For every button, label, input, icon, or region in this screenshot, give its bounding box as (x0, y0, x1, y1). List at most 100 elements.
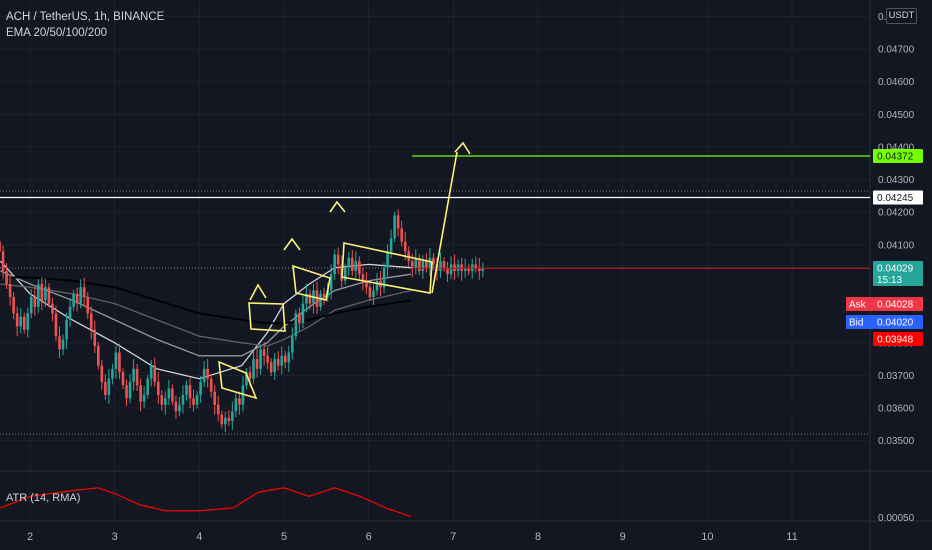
annotation-flag-box (292, 264, 331, 301)
candle-body (347, 257, 351, 268)
candle-body (421, 261, 425, 271)
candle-body (37, 283, 40, 307)
candle-body (206, 368, 209, 379)
indicator-title[interactable]: EMA 20/50/100/200 (6, 27, 108, 39)
candle-body (262, 349, 266, 356)
candle-body (40, 283, 44, 301)
candle-body (467, 267, 471, 271)
candle-body (354, 261, 358, 271)
candle-body (252, 359, 255, 379)
time-tick-label: 3 (112, 531, 118, 543)
candle-body (54, 313, 58, 337)
price-tick-label: 0.04300 (878, 175, 915, 186)
ask-prefix-bg (846, 297, 873, 311)
candle-body (118, 352, 121, 373)
candle-body (29, 297, 33, 314)
price-tick-label: 0.03700 (878, 371, 915, 382)
candle-body (79, 287, 82, 304)
candle-body (89, 313, 93, 330)
symbol-title[interactable]: ACH / TetherUS, 1h, BINANCE (6, 11, 165, 23)
projection-arrow-head (454, 141, 471, 155)
candle-body (93, 329, 97, 347)
last-price-tag-text: 0.04029 (877, 263, 914, 274)
candle-body (414, 257, 418, 268)
target-price-tag-bg (873, 149, 923, 164)
bid-price-tag-bg (873, 315, 923, 329)
candle-body (273, 359, 276, 373)
bid-prefix-bg (846, 315, 873, 329)
candle-body (403, 241, 407, 252)
candle-body (61, 339, 65, 350)
candle-body (65, 319, 68, 340)
candle-body (474, 264, 478, 268)
candle-body (209, 378, 213, 392)
candle-body (283, 355, 287, 363)
candle-body (5, 270, 8, 284)
candle-body (477, 267, 481, 271)
candle-body (178, 404, 181, 412)
candle-body (19, 316, 22, 327)
candle-body (231, 411, 234, 422)
candle-body (213, 391, 217, 405)
bid-prefix-text: Bid (849, 318, 863, 329)
candle-body (319, 293, 322, 307)
candle-body (199, 381, 202, 395)
candle-body (322, 293, 326, 298)
candle-body (269, 362, 273, 373)
candle-body (470, 264, 474, 271)
candle-body (333, 254, 336, 275)
annotation-flag-box (218, 360, 258, 400)
candle-body (185, 385, 188, 395)
candle-body (442, 261, 446, 268)
candle-body (82, 287, 86, 298)
candle-body (125, 385, 128, 399)
candle-body (68, 306, 72, 320)
candle-body (294, 313, 298, 337)
countdown-tag-text: 15:13 (877, 275, 902, 286)
candle-body (245, 372, 248, 386)
candle-body (167, 388, 171, 399)
candle-body (372, 290, 375, 298)
time-tick-label: 6 (366, 531, 372, 543)
candle-body (463, 267, 467, 271)
candle-body (26, 313, 30, 330)
low-price-tag-bg (873, 332, 923, 346)
annotation-flag-box (248, 302, 286, 332)
candle-body (111, 368, 114, 379)
candle-body (164, 398, 167, 405)
candle-body (336, 254, 340, 265)
candle-body (58, 336, 61, 350)
candle-body (146, 378, 149, 395)
time-tick-label: 11 (786, 531, 797, 543)
price-tick-label: 0.04400 (878, 142, 915, 153)
candle-body (181, 394, 185, 405)
time-tick-label: 5 (281, 531, 287, 543)
candle-body (460, 264, 463, 271)
candle-body (12, 297, 15, 314)
atr-indicator-title[interactable]: ATR (14, RMA) (6, 492, 81, 504)
candle-body (386, 251, 389, 268)
time-tick-label: 9 (620, 531, 626, 543)
candle-body (301, 303, 305, 324)
candle-body (202, 368, 206, 382)
candle-body (291, 336, 294, 353)
candle-body (44, 287, 47, 301)
annotation-arrow-head (283, 237, 301, 251)
candle-body (121, 372, 125, 386)
candle-body (432, 257, 435, 265)
candle-body (266, 355, 269, 363)
price-tick-label: 0.03500 (878, 436, 915, 447)
candle-body (160, 394, 164, 405)
candle-body (128, 381, 132, 399)
currency-unit-badge[interactable]: USDT (886, 8, 917, 24)
candle-body (248, 372, 252, 379)
candle-body (135, 368, 139, 386)
ema50-line (0, 270, 412, 357)
price-tick-label: 0.04500 (878, 110, 915, 121)
candle-body (149, 365, 153, 379)
candle-body (382, 267, 386, 288)
candle-body (153, 365, 157, 382)
chart-legend: ACH / TetherUS, 1h, BINANCE EMA 20/50/10… (6, 9, 164, 41)
candle-body (358, 261, 361, 275)
